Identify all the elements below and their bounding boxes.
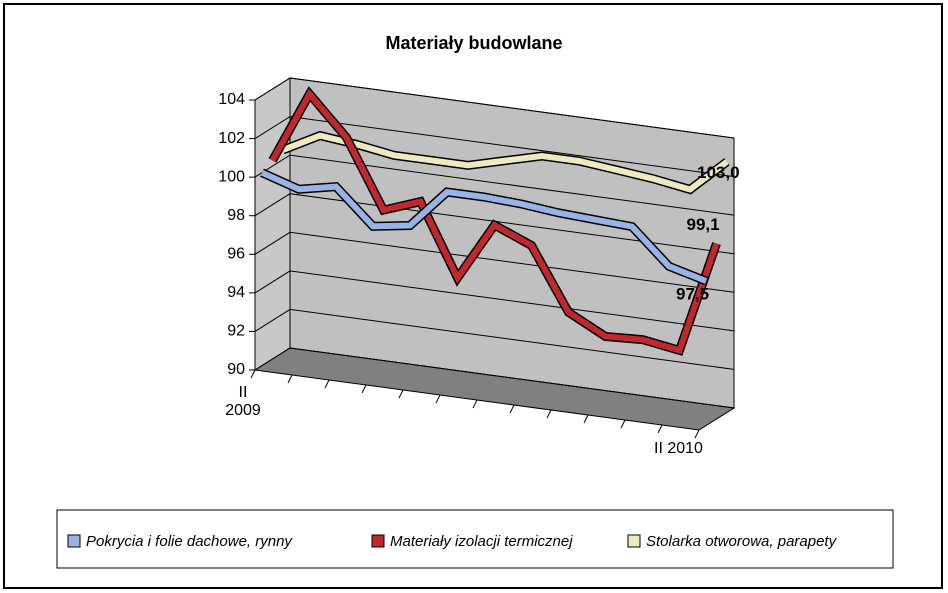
x-tick [694, 429, 700, 439]
y-tick-label: 98 [227, 207, 245, 224]
y-tick-label: 104 [218, 91, 245, 108]
y-tick-label: 94 [227, 284, 245, 301]
series-ribbon [281, 132, 729, 193]
legend-label: Materiały izolacji termicznej [390, 533, 573, 550]
y-tick-label: 90 [227, 361, 245, 378]
legend-swatch [67, 534, 81, 548]
series-ribbon [269, 88, 720, 355]
legend-label: Pokrycia i folie dachowe, rynny [86, 533, 293, 550]
x-tick [472, 399, 478, 409]
x-tick [583, 414, 589, 424]
x-tick-label: II 2010 [654, 440, 703, 457]
legend-swatch [627, 534, 641, 548]
x-tick [546, 409, 552, 419]
x-tick [250, 369, 256, 379]
data-label: 99,1 [687, 215, 720, 234]
y-tick-label: 96 [227, 246, 245, 263]
grid-line [254, 77, 735, 139]
grid-line [254, 193, 735, 255]
grid-line [254, 116, 735, 178]
legend-swatch [371, 534, 385, 548]
x-tick [435, 394, 441, 404]
grid-line [254, 231, 735, 293]
grid-line [254, 308, 735, 370]
data-label: 97,5 [676, 284, 709, 303]
y-tick-label: 100 [218, 168, 245, 185]
legend-box [56, 509, 894, 569]
x-tick [509, 404, 515, 414]
x-tick [287, 374, 293, 384]
data-label: 103,0 [697, 163, 740, 182]
x-tick [620, 419, 626, 429]
x-tick [657, 424, 663, 434]
y-tick-label: 92 [227, 323, 245, 340]
chart-title: Materiały budowlane [385, 33, 562, 53]
x-tick [398, 389, 404, 399]
grid-line [254, 154, 735, 216]
grid-line [254, 270, 735, 332]
legend-label: Stolarka otworowa, parapety [646, 533, 838, 550]
y-tick-label: 102 [218, 130, 245, 147]
grid-line [254, 347, 735, 409]
x-tick-label: II 2009 [225, 384, 261, 419]
x-tick [324, 379, 330, 389]
side-wall [254, 77, 291, 371]
x-tick [361, 384, 367, 394]
series-ribbon [260, 169, 708, 284]
